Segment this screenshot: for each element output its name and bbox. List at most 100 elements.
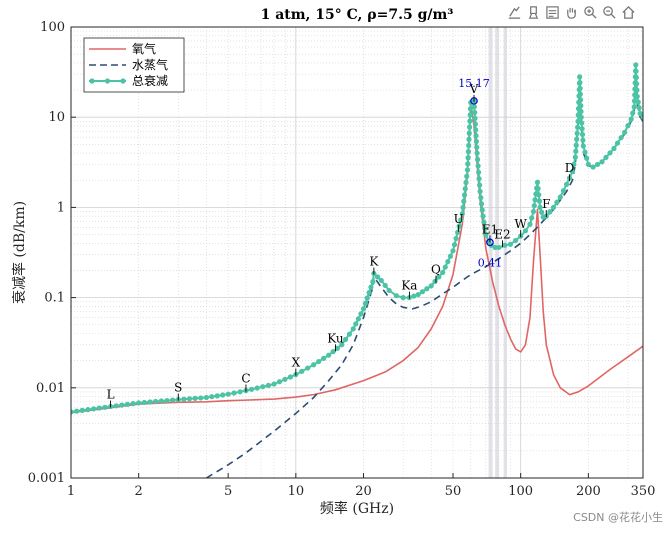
datatip-label: 15.17 [458,77,490,90]
series-point-2 [192,395,198,401]
series-point-2 [496,244,502,251]
series-point-2 [198,395,204,401]
series-point-2 [445,259,451,265]
series-point-2 [461,192,468,198]
datatip-marker [470,97,478,105]
series-point-2 [492,244,498,251]
series-point-2 [462,186,468,192]
series-point-2 [573,148,579,154]
series-point-2 [411,293,417,299]
series-point-2 [466,142,472,149]
series-point-2 [599,159,605,165]
series-point-2 [282,376,288,382]
series-point-2 [637,110,643,117]
watermark: CSDN @花花小生 [573,511,663,524]
series-point-2 [547,209,553,215]
series-point-2 [85,407,91,413]
series-point-2 [464,167,471,173]
series-point-2 [91,406,97,412]
series-point-2 [451,242,458,248]
shaded-band-0 [488,27,493,478]
series-point-2 [618,135,624,141]
zoom-in-icon[interactable] [582,4,599,21]
series-point-2 [472,121,478,127]
series-point-2 [476,182,483,188]
series-point-2 [415,291,421,298]
series-point-2 [102,404,108,410]
series-point-2 [611,145,617,152]
series-point-2 [473,138,480,145]
series-point-2 [316,358,322,365]
y-tick-label: 100 [40,20,65,35]
series-point-2 [635,99,641,105]
series-point-2 [339,342,345,348]
series-point-2 [513,237,519,244]
zoom-out-icon[interactable] [601,4,618,21]
series-point-2 [579,126,585,132]
series-point-2 [603,154,609,160]
series-point-2 [529,215,535,221]
series-point-2 [326,352,332,358]
band-label: U [454,212,464,226]
series-point-2 [231,390,237,396]
brush-icon[interactable] [525,4,542,21]
series-point-2 [254,385,260,391]
series-point-2 [571,161,577,167]
series-point-2 [467,118,473,124]
series-point-2 [628,116,634,122]
series-point-2 [271,381,277,387]
series-point-2 [636,105,642,111]
series-point-2 [577,91,583,97]
home-icon[interactable] [620,4,637,21]
export-icon[interactable] [506,4,523,21]
series-point-2 [634,81,640,87]
series-point-2 [466,136,472,142]
band-label: Q [431,263,441,277]
series-point-2 [578,103,584,109]
series-point-2 [481,219,487,225]
series-point-2 [478,195,484,201]
series-point-2 [625,123,631,129]
series-point-2 [305,365,311,371]
series-point-2 [465,155,471,161]
series-point-2 [153,398,159,405]
axes-toolbar [506,4,637,21]
x-tick-label: 200 [576,484,601,499]
y-tick-label: 0.01 [36,381,65,396]
datatip-icon[interactable] [544,4,561,21]
series-point-2 [563,181,570,187]
series-point-2 [393,293,399,299]
series-point-2 [181,396,187,402]
series-point-2 [260,384,266,390]
band-label: Ka [401,279,417,293]
legend-label-1: 水蒸气 [132,57,168,72]
legend-marker [104,78,111,84]
series-point-2 [461,198,467,204]
band-label: Ku [327,331,344,345]
series-point-2 [478,201,485,207]
series-point-2 [248,386,255,392]
datatip-marker [486,238,494,247]
series-point-2 [574,130,580,136]
series-point-2 [455,229,461,235]
series-point-2 [476,176,482,182]
series-point-2 [527,221,533,227]
series-point-2 [366,289,372,296]
series-point-2 [575,124,581,130]
series-point-2 [474,156,481,163]
series-point-2 [353,321,359,327]
series-point-2 [360,306,367,312]
series-point-2 [474,150,480,156]
series-point-2 [577,97,584,103]
series-point-2 [471,104,477,110]
shaded-band-2 [503,27,508,478]
series-point-2 [74,408,80,414]
series-point-2 [578,108,584,115]
series-point-2 [531,203,537,209]
series-point-2 [237,389,243,395]
series-point-2 [368,284,374,290]
pan-icon[interactable] [563,4,580,21]
x-axis: 1 2 5 10 20 50 100 200 350 [67,473,655,499]
